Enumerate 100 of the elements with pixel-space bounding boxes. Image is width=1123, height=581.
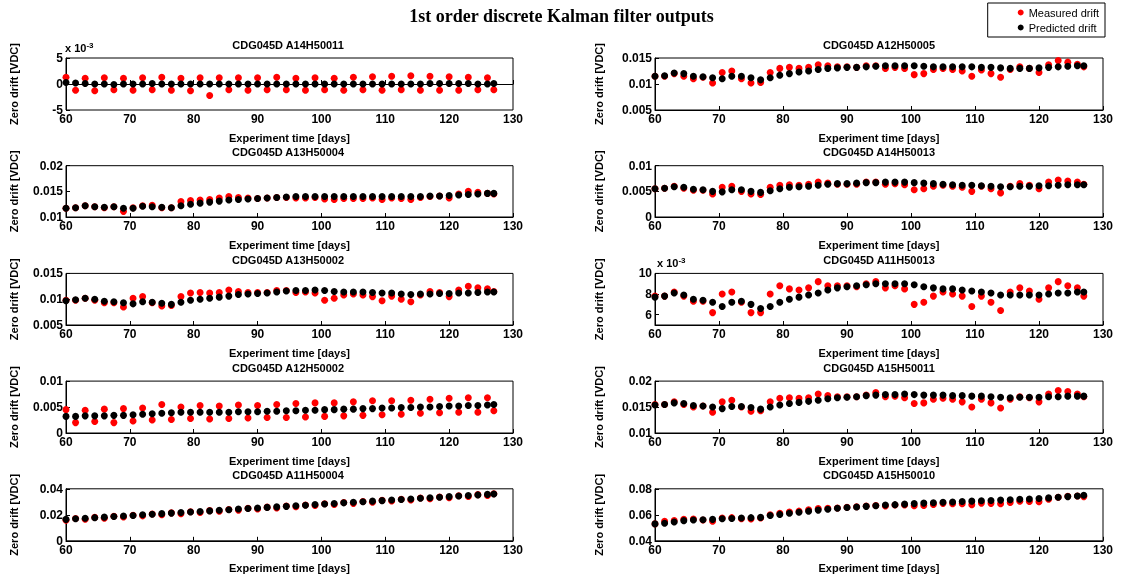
x-tick-label: 80 <box>776 112 790 126</box>
y-tick-label: 0.02 <box>39 158 64 173</box>
chart-title: CDG045D A11H50013 <box>823 253 935 266</box>
chart-title: CDG045D A11H50004 <box>232 469 345 482</box>
chart-title: CDG045D A13H50002 <box>231 253 345 266</box>
y-tick-label: 0.04 <box>39 481 64 496</box>
x-axis-title: Experiment time [days] <box>228 238 351 251</box>
x-tick-label: 90 <box>840 542 854 557</box>
x-tick-label: 130 <box>502 542 524 557</box>
x-tick-label: 110 <box>965 542 986 557</box>
x-tick-label: 100 <box>900 435 922 449</box>
chart-title: CDG045D A14H50011 <box>232 38 344 51</box>
x-tick-label: 130 <box>1092 542 1114 557</box>
y-tick-label: 10 <box>638 266 653 281</box>
y-axis-title: Zero drift [VDC] <box>592 473 605 556</box>
y-axis-title: Zero drift [VDC] <box>7 150 20 233</box>
y-axis-title: Zero drift [VDC] <box>592 365 605 448</box>
x-tick-label: 80 <box>187 435 201 449</box>
y-axis-title: Zero drift [VDC] <box>7 257 20 341</box>
x-tick-label: 120 <box>1028 327 1050 341</box>
x-tick-label: 70 <box>712 542 726 557</box>
x-axis-title: Experiment time [days] <box>818 454 940 467</box>
x-tick-label: 70 <box>123 435 137 449</box>
x-tick-label: 130 <box>502 435 524 449</box>
x-tick-label: 120 <box>439 219 460 233</box>
x-tick-label: 110 <box>965 219 986 233</box>
y-tick-label: 0.015 <box>32 184 64 199</box>
x-tick-label: 100 <box>900 219 922 233</box>
x-tick-label: 90 <box>250 435 265 449</box>
x-tick-label: 70 <box>712 112 726 126</box>
y-axis-title: Zero drift [VDC] <box>7 365 20 448</box>
x-tick-label: 130 <box>502 219 524 233</box>
y-axis-title: Zero drift [VDC] <box>7 42 20 125</box>
y-tick-label: 0.06 <box>628 507 653 522</box>
x-axis-title: Experiment time [days] <box>818 562 940 575</box>
y-tick-label: 0.005 <box>621 184 653 199</box>
y-tick-label: 0.02 <box>39 507 64 522</box>
x-tick-label: 120 <box>1028 112 1050 126</box>
y-tick-label: 0.01 <box>628 158 653 173</box>
x-tick-label: 120 <box>1028 542 1050 557</box>
y-axis-title: Zero drift [VDC] <box>592 257 605 341</box>
y-tick-label: 0.01 <box>628 77 653 91</box>
y-tick-label: 0.015 <box>621 400 653 415</box>
x-tick-label: 70 <box>712 435 726 449</box>
text: 1st order discrete Kalman filter outputs <box>409 6 714 26</box>
x-axis-title: Experiment time [days] <box>228 346 351 359</box>
y-tick-label: 0 <box>56 77 64 91</box>
x-tick-label: 130 <box>1092 435 1114 449</box>
y-tick-label: 0.08 <box>628 481 653 496</box>
x-tick-label: 70 <box>712 219 726 233</box>
x-tick-label: 130 <box>502 112 524 126</box>
x-tick-label: 70 <box>123 112 137 126</box>
chart-title: CDG045D A15H50011 <box>823 361 935 374</box>
chart-title: CDG045D A15H50010 <box>822 469 936 482</box>
y-tick-label: 0.005 <box>32 400 64 415</box>
x-tick-label: 80 <box>776 219 790 233</box>
x-axis-title: Experiment time [days] <box>228 454 351 467</box>
x-tick-label: 120 <box>439 435 460 449</box>
x-tick-label: 110 <box>375 219 396 233</box>
legend-label: Predicted drift <box>1028 21 1097 34</box>
x-axis-title: Experiment time [days] <box>228 562 351 575</box>
x-tick-label: 80 <box>187 219 201 233</box>
x-tick-label: 80 <box>776 327 790 341</box>
x-tick-label: 120 <box>439 112 460 126</box>
x-tick-label: 110 <box>965 112 986 126</box>
x-tick-label: 100 <box>311 327 332 341</box>
x-tick-label: 70 <box>712 327 726 341</box>
chart-title: CDG045D A14H50013 <box>822 146 936 159</box>
x-tick-label: 100 <box>900 327 922 341</box>
chart-title: CDG045D A12H50002 <box>231 361 345 374</box>
chart-title: CDG045D A12H50005 <box>822 38 936 51</box>
x-tick-label: 130 <box>1092 327 1114 341</box>
x-tick-label: 80 <box>187 327 201 341</box>
x-tick-label: 90 <box>250 219 265 233</box>
x-tick-label: 100 <box>900 112 922 126</box>
x-tick-label: 130 <box>1092 112 1114 126</box>
x-tick-label: 70 <box>123 327 137 341</box>
x-tick-label: 110 <box>375 112 396 126</box>
x-tick-label: 70 <box>123 542 137 557</box>
x-tick-label: 120 <box>439 327 460 341</box>
x-tick-label: 120 <box>1028 219 1050 233</box>
y-tick-label: 6 <box>645 307 653 322</box>
x-tick-label: 110 <box>965 435 986 449</box>
x-tick-label: 90 <box>840 327 854 341</box>
chart-title: CDG045D A13H50004 <box>231 146 345 159</box>
x-tick-label: 90 <box>250 542 265 557</box>
y-tick-label: 8 <box>645 287 653 302</box>
x-tick-label: 80 <box>776 542 790 557</box>
y-tick-label: 0.02 <box>628 374 653 389</box>
x-tick-label: 120 <box>1028 435 1050 449</box>
x-tick-label: 110 <box>375 327 396 341</box>
y-tick-label: 0.015 <box>32 266 64 281</box>
x-tick-label: 110 <box>965 327 986 341</box>
x-tick-label: 70 <box>123 219 137 233</box>
x-tick-label: 100 <box>311 435 332 449</box>
x-tick-label: 110 <box>375 435 396 449</box>
x-tick-label: 90 <box>840 435 854 449</box>
x-tick-label: 90 <box>250 112 265 126</box>
x-tick-label: 80 <box>187 112 201 126</box>
x-axis-title: Experiment time [days] <box>818 131 940 144</box>
